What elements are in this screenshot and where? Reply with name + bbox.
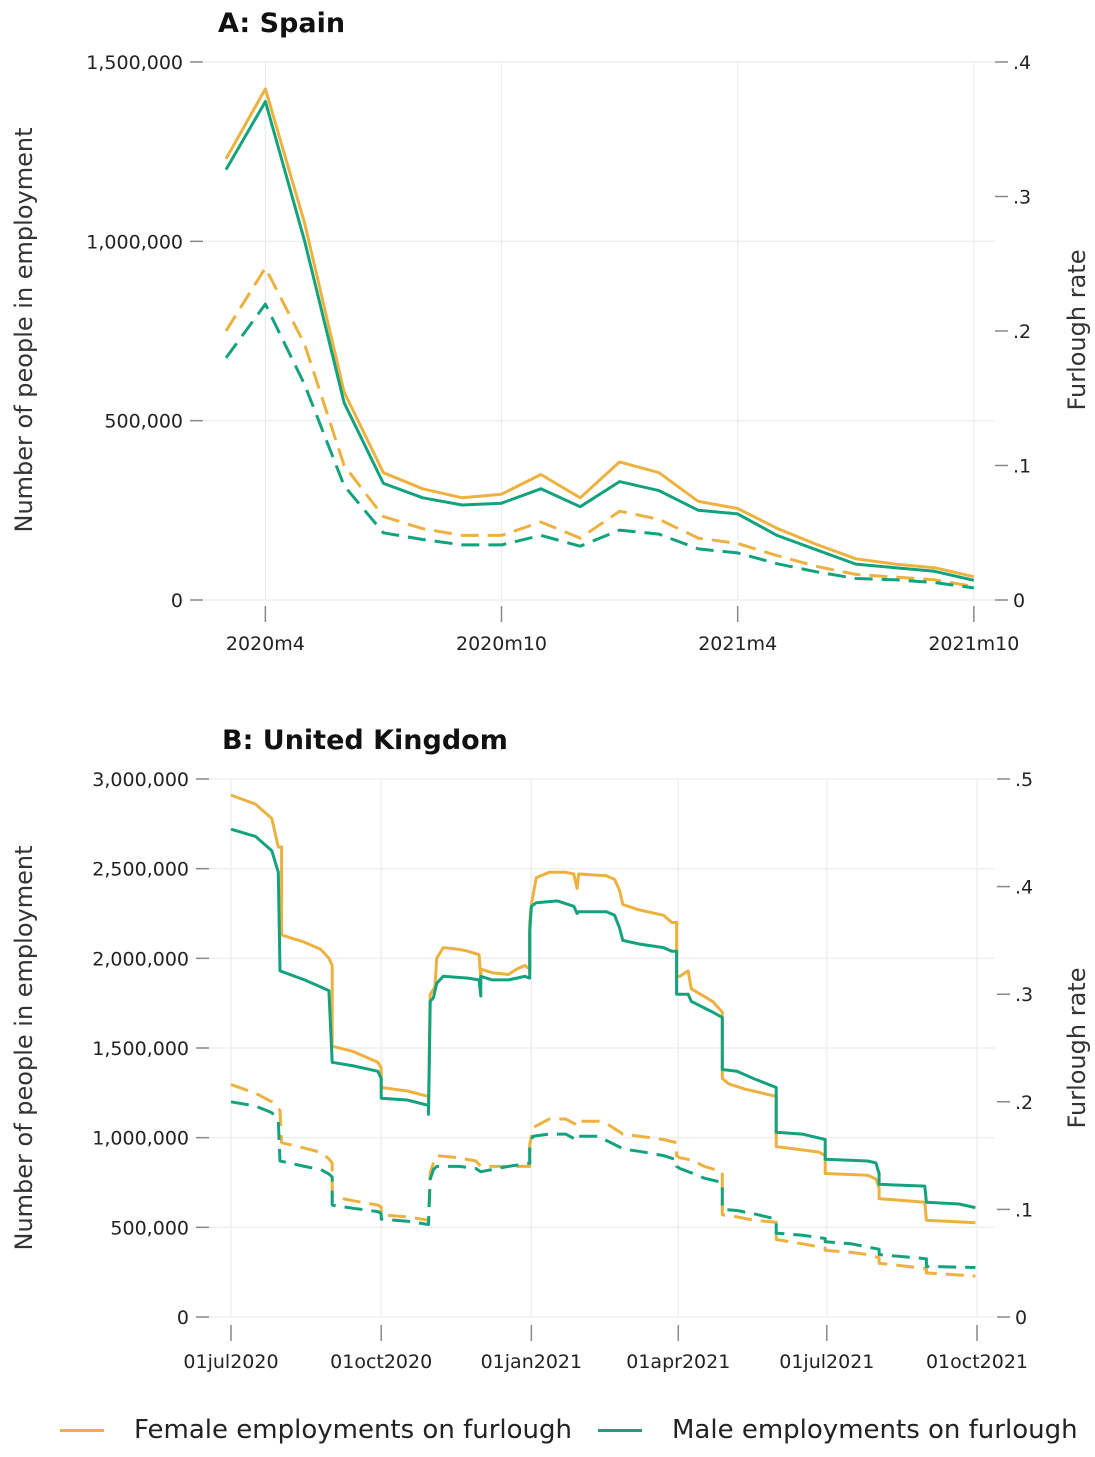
legend-swatch-male bbox=[598, 1428, 642, 1432]
panel-b-lines bbox=[230, 793, 976, 1278]
figure: A: Spain Number of people in employment … bbox=[10, 8, 1091, 1373]
panel-a-xtick-label: 2020m4 bbox=[226, 633, 305, 655]
panel-b-ylabel-right: Furlough rate bbox=[1063, 968, 1091, 1129]
panel-b-ytick-label-right: 0 bbox=[1015, 1307, 1027, 1329]
panel-a-ytick-label-left: 0 bbox=[171, 590, 183, 612]
panel-a-ylabel-right: Furlough rate bbox=[1063, 250, 1091, 411]
panel-spain: A: Spain Number of people in employment … bbox=[10, 8, 1091, 655]
panel-a-title: A: Spain bbox=[218, 8, 345, 39]
panel-a-ticks: 0 500,000 1,000,000 1,500,000 0 .1 .2 .3 .4 2020m… bbox=[86, 52, 1031, 655]
panel-b-grid bbox=[204, 778, 995, 1318]
legend: Female employments on furlough Male empl… bbox=[0, 1410, 1095, 1450]
panel-b-ytick-label-right: .5 bbox=[1015, 769, 1033, 791]
legend-label-female: Female employments on furlough bbox=[134, 1415, 572, 1445]
panel-a-xtick-label: 2020m10 bbox=[456, 633, 547, 655]
panel-b-ytick-label-left: 1,000,000 bbox=[92, 1128, 189, 1150]
panel-b-xtick-label: 01apr2021 bbox=[626, 1351, 730, 1373]
panel-b-series-female-dashed bbox=[230, 1083, 976, 1278]
panel-b-xtick-label: 01jan2021 bbox=[481, 1351, 583, 1373]
panel-b-xtick-label: 01oct2020 bbox=[330, 1351, 432, 1373]
panel-a-xtick-label: 2021m10 bbox=[928, 633, 1019, 655]
panel-b-ytick-label-left: 2,000,000 bbox=[92, 948, 189, 970]
legend-item-male: Male employments on furlough bbox=[598, 1410, 1078, 1450]
panel-b-ytick-label-left: 2,500,000 bbox=[92, 859, 189, 881]
panel-a-grid bbox=[204, 61, 995, 601]
panel-a-lines bbox=[224, 87, 975, 590]
panel-a-ytick-label-right: .1 bbox=[1013, 456, 1031, 478]
panel-a-series-male-dashed bbox=[224, 302, 975, 590]
panel-b-ytick-label-left: 0 bbox=[177, 1307, 189, 1329]
panel-a-xtick-label: 2021m4 bbox=[698, 633, 777, 655]
panel-b-series-male-dashed bbox=[230, 1100, 976, 1269]
panel-b-ytick-label-left: 1,500,000 bbox=[92, 1038, 189, 1060]
panel-a-series-female-solid bbox=[224, 87, 975, 579]
panel-a-ytick-label-right: .3 bbox=[1013, 187, 1031, 209]
panel-a-ytick-label-left: 500,000 bbox=[104, 411, 183, 433]
panel-a-series-female-dashed bbox=[224, 266, 975, 588]
panel-b-series-female-solid bbox=[230, 793, 976, 1225]
panel-b-ytick-label-right: .1 bbox=[1015, 1199, 1033, 1221]
panel-b-series-male-solid bbox=[230, 827, 976, 1210]
panel-b-ticks: 0 500,000 1,000,000 1,500,000 2,000,000 2,500… bbox=[92, 769, 1033, 1373]
panel-a-ytick-label-left: 1,500,000 bbox=[86, 52, 183, 74]
panel-b-ylabel-left: Number of people in employment bbox=[10, 846, 38, 1251]
panel-b-xtick-label: 01jul2020 bbox=[183, 1351, 278, 1373]
legend-item-female: Female employments on furlough bbox=[60, 1410, 572, 1450]
legend-label-male: Male employments on furlough bbox=[672, 1415, 1078, 1445]
panel-b-ytick-label-right: .4 bbox=[1015, 877, 1033, 899]
panel-b-xtick-label: 01oct2021 bbox=[926, 1351, 1028, 1373]
panel-a-series-male-solid bbox=[224, 100, 975, 582]
panel-a-ytick-label-right: .2 bbox=[1013, 321, 1031, 343]
panel-a-ytick-label-right: 0 bbox=[1013, 590, 1025, 612]
panel-b-ytick-label-right: .2 bbox=[1015, 1092, 1033, 1114]
panel-b-ytick-label-left: 3,000,000 bbox=[92, 769, 189, 791]
panel-a-ytick-label-left: 1,000,000 bbox=[86, 231, 183, 253]
panel-b-ytick-label-right: .3 bbox=[1015, 984, 1033, 1006]
legend-swatch-female bbox=[60, 1428, 104, 1432]
panel-a-ylabel-left: Number of people in employment bbox=[10, 128, 38, 533]
panel-b-title: B: United Kingdom bbox=[222, 725, 508, 756]
panel-b-xtick-label: 01jul2021 bbox=[779, 1351, 874, 1373]
panel-united-kingdom: B: United Kingdom Number of people in em… bbox=[10, 725, 1091, 1373]
panel-a-ytick-label-right: .4 bbox=[1013, 52, 1031, 74]
panel-b-ytick-label-left: 500,000 bbox=[110, 1217, 189, 1239]
